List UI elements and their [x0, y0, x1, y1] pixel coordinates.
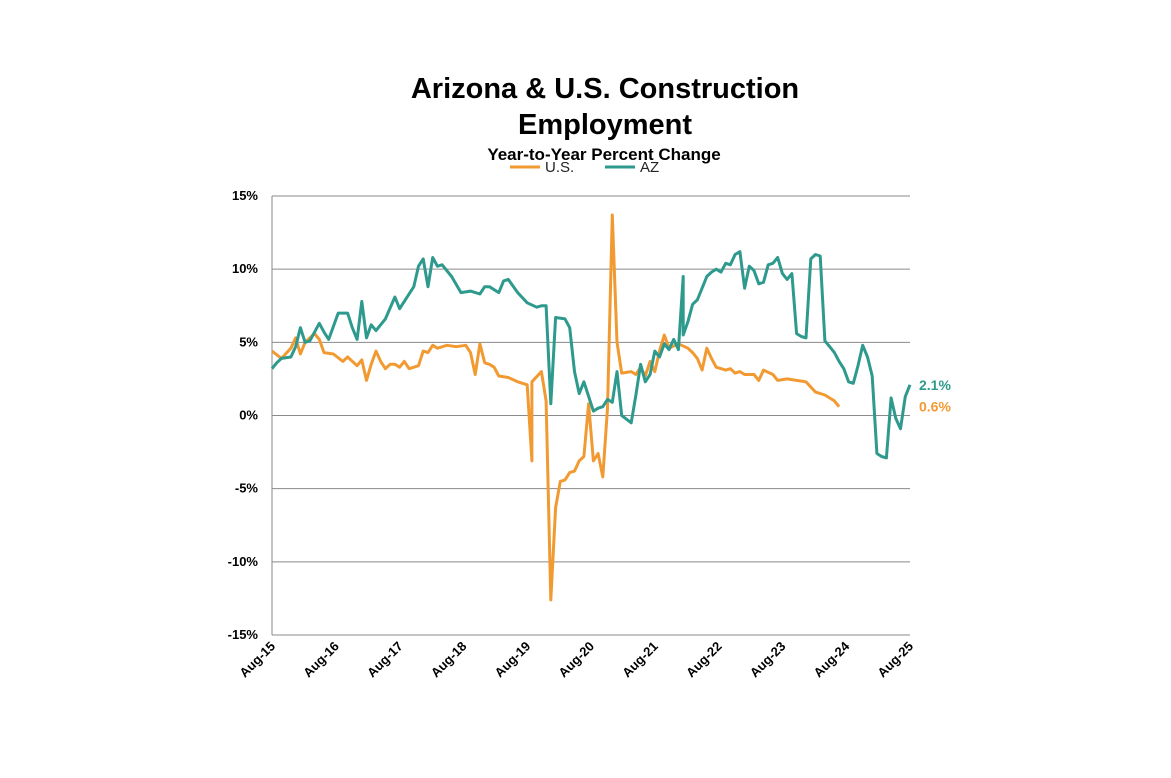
x-tick-label: Aug-16	[300, 639, 342, 681]
chart-title-line-2: Employment	[518, 109, 692, 141]
x-tick-label: Aug-22	[683, 639, 725, 681]
series-lines	[270, 213, 912, 602]
x-tick-label: Aug-17	[364, 639, 406, 681]
end-labels: 0.6% 2.1%	[919, 377, 951, 415]
y-tick-label: 15%	[232, 188, 258, 203]
x-tick-label: Aug-24	[811, 638, 853, 680]
y-tick-label: -5%	[235, 481, 259, 496]
x-axis-ticks: Aug-15 Aug-16 Aug-17 Aug-18 Aug-19 Aug-20 Aug-…	[236, 638, 916, 680]
end-label-az: 2.1%	[919, 377, 951, 393]
chart-subtitle: Year-to-Year Percent Change	[487, 145, 720, 164]
gridlines	[271, 195, 910, 636]
y-tick-label: 5%	[239, 334, 258, 349]
x-tick-label: Aug-21	[619, 639, 661, 681]
x-tick-label: Aug-19	[492, 639, 534, 681]
x-tick-label: Aug-20	[555, 639, 597, 681]
x-tick-label: Aug-18	[428, 639, 470, 681]
legend-label-az: AZ	[640, 159, 659, 176]
y-tick-label: -15%	[228, 627, 259, 642]
series-line-us	[271, 213, 841, 602]
y-axis-ticks: 15% 10% 5% 0% -5% -10% -15%	[228, 188, 259, 642]
chart-title-line-1: Arizona & U.S. Construction	[411, 73, 799, 105]
x-tick-label: Aug-23	[747, 639, 789, 681]
series-line-az	[270, 250, 912, 460]
legend: U.S. AZ	[510, 159, 659, 176]
x-tick-label: Aug-25	[874, 639, 916, 681]
y-tick-label: -10%	[228, 554, 259, 569]
end-label-us: 0.6%	[919, 399, 951, 415]
legend-label-us: U.S.	[545, 159, 574, 176]
y-tick-label: 0%	[239, 408, 258, 423]
y-tick-label: 10%	[232, 261, 258, 276]
x-tick-label: Aug-15	[236, 639, 278, 681]
